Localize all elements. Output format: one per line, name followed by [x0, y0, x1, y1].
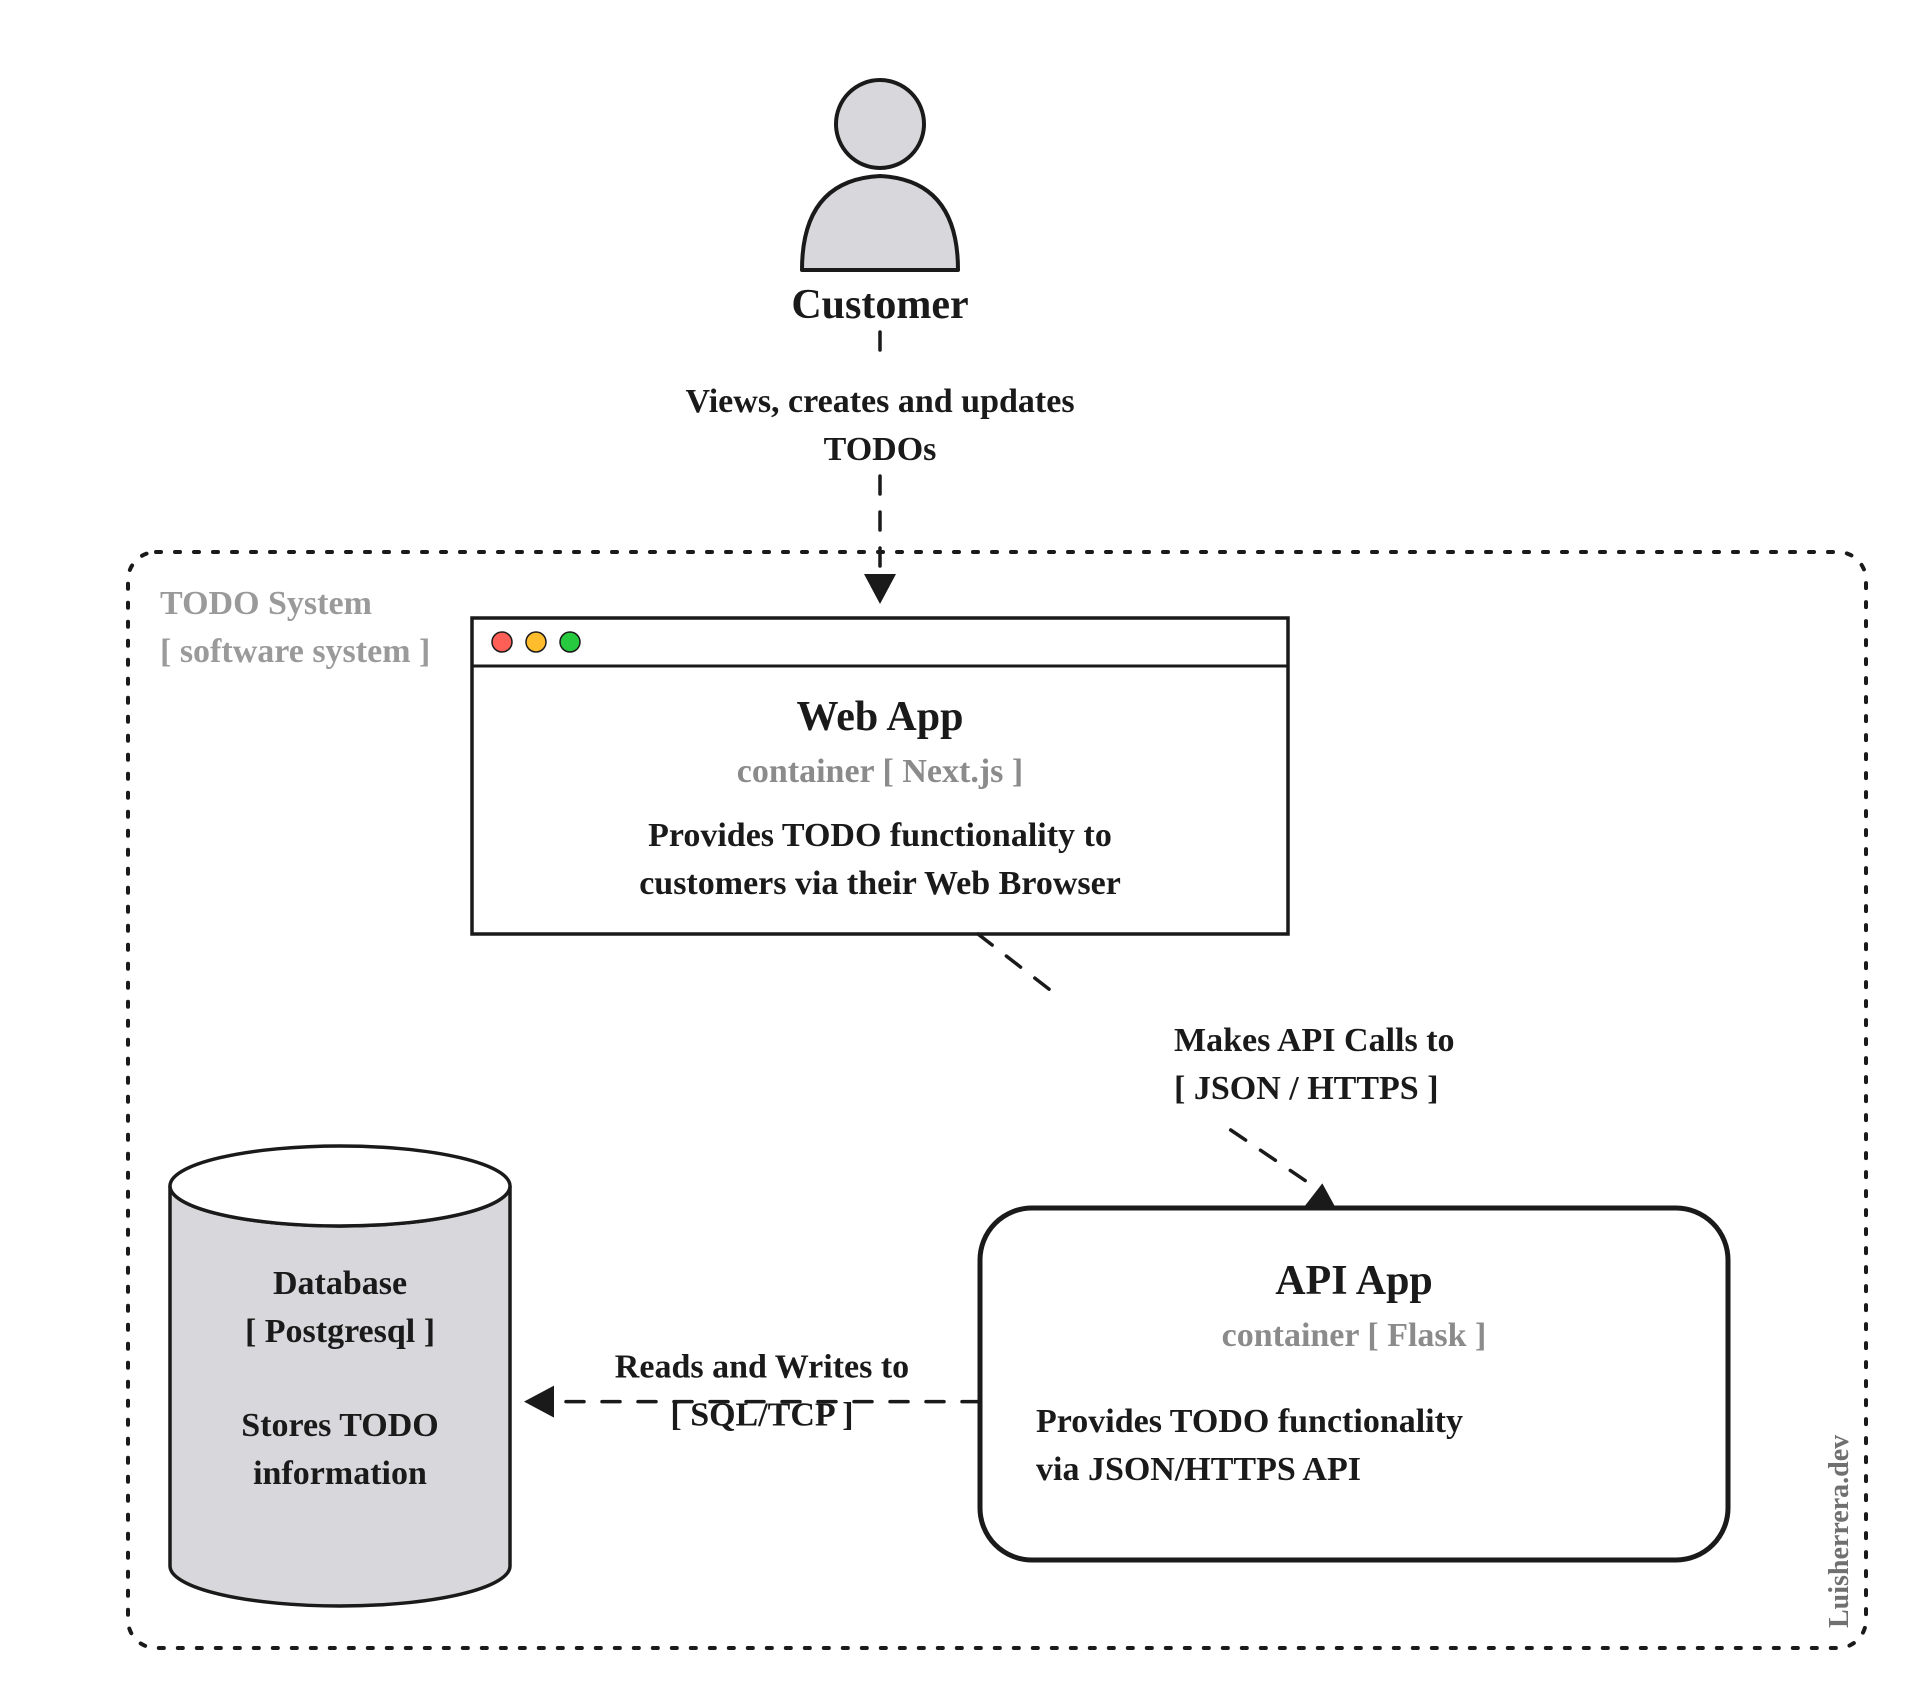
traffic-light-yellow-icon: [526, 632, 546, 652]
edge-api-to-db: Reads and Writes to [ SQL/TCP ]: [524, 1349, 980, 1434]
database-desc: Stores TODO: [241, 1407, 438, 1444]
database-tech: [ Postgresql ]: [245, 1313, 435, 1350]
edge-customer-to-webapp: Views, creates and updates TODOs: [685, 332, 1074, 604]
edge-label: [ SQL/TCP ]: [670, 1397, 853, 1434]
webapp-title: Web App: [797, 694, 964, 740]
boundary-subtitle: [ software system ]: [160, 633, 430, 670]
traffic-light-red-icon: [492, 632, 512, 652]
database-desc: information: [253, 1455, 427, 1492]
node-database: Database [ Postgresql ] Stores TODO info…: [170, 1146, 510, 1606]
boundary-title: TODO System: [160, 585, 372, 622]
apiapp-title: API App: [1275, 1258, 1433, 1304]
apiapp-desc: Provides TODO functionality: [1036, 1403, 1463, 1440]
edge-label: TODOs: [824, 431, 937, 468]
architecture-diagram: TODO System [ software system ] Customer…: [0, 0, 1920, 1689]
webapp-desc: customers via their Web Browser: [639, 865, 1121, 902]
edge-label: Reads and Writes to: [615, 1349, 909, 1386]
webapp-subtitle: container [ Next.js ]: [737, 753, 1023, 790]
actor-customer: Customer: [791, 80, 968, 328]
traffic-light-green-icon: [560, 632, 580, 652]
actor-label: Customer: [791, 282, 968, 328]
person-icon: [802, 80, 958, 270]
node-webapp: Web App container [ Next.js ] Provides T…: [472, 618, 1288, 934]
apiapp-desc: via JSON/HTTPS API: [1036, 1451, 1361, 1488]
edge-label: Makes API Calls to: [1174, 1022, 1455, 1059]
credit-label: Luisherrera.dev: [1824, 1435, 1855, 1628]
apiapp-subtitle: container [ Flask ]: [1222, 1317, 1487, 1354]
edge-webapp-to-api: Makes API Calls to [ JSON / HTTPS ]: [978, 934, 1455, 1214]
database-title: Database: [273, 1265, 407, 1302]
edge-label: Views, creates and updates: [685, 383, 1074, 420]
node-apiapp: API App container [ Flask ] Provides TOD…: [980, 1208, 1728, 1560]
webapp-desc: Provides TODO functionality to: [648, 817, 1112, 854]
edge-label: [ JSON / HTTPS ]: [1174, 1070, 1438, 1107]
